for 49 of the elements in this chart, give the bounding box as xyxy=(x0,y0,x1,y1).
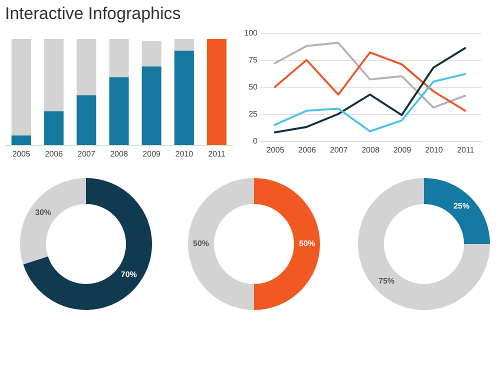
y-tick-label: 100 xyxy=(244,28,258,38)
data-label: 25% xyxy=(453,202,470,211)
x-tick-label: 2008 xyxy=(110,150,128,158)
donut-slice xyxy=(424,178,490,244)
bar xyxy=(44,111,64,145)
bar xyxy=(174,39,194,51)
donut-slice xyxy=(23,178,152,310)
x-tick-label: 2010 xyxy=(425,146,444,154)
data-label: 50% xyxy=(298,239,316,248)
x-tick-label: 2006 xyxy=(44,150,64,158)
x-tick-label: 2005 xyxy=(266,146,285,154)
bar xyxy=(109,39,129,78)
data-label: 75% xyxy=(378,276,395,286)
data-label: 30% xyxy=(35,208,52,217)
bar xyxy=(76,39,96,96)
y-tick-label: 0 xyxy=(253,136,258,146)
bar xyxy=(12,135,32,145)
x-tick-label: 2010 xyxy=(175,150,194,158)
bar xyxy=(174,50,194,145)
x-tick-label: 2006 xyxy=(298,146,317,154)
x-tick-label: 2007 xyxy=(330,146,348,154)
donut-slice xyxy=(188,178,254,310)
line-series xyxy=(274,42,466,109)
x-tick-label: 2009 xyxy=(393,146,412,154)
bar xyxy=(44,39,64,112)
x-tick-label: 2011 xyxy=(457,146,475,154)
line-series xyxy=(274,47,466,134)
x-tick-label: 2007 xyxy=(78,150,96,158)
x-tick-label: 2009 xyxy=(142,150,162,158)
x-tick-label: 2011 xyxy=(208,150,226,158)
bar xyxy=(76,95,96,145)
data-label: 50% xyxy=(192,239,210,248)
bar xyxy=(142,66,162,145)
x-tick-label: 2005 xyxy=(12,150,31,158)
bar xyxy=(206,39,226,145)
bar xyxy=(12,39,32,136)
donut-slice xyxy=(20,178,86,264)
x-tick-label: 2008 xyxy=(362,146,380,154)
y-tick-label: 75 xyxy=(248,56,258,64)
donut-slice xyxy=(254,178,320,310)
donut-slice xyxy=(358,178,490,310)
bar xyxy=(109,77,129,145)
y-tick-label: 25 xyxy=(248,110,258,118)
y-tick-label: 50 xyxy=(248,82,258,92)
bar xyxy=(142,41,162,67)
line-series xyxy=(274,73,466,132)
chart-title: Interactive Infographics xyxy=(5,4,181,23)
line-series xyxy=(274,51,466,112)
data-label: 70% xyxy=(120,270,137,280)
